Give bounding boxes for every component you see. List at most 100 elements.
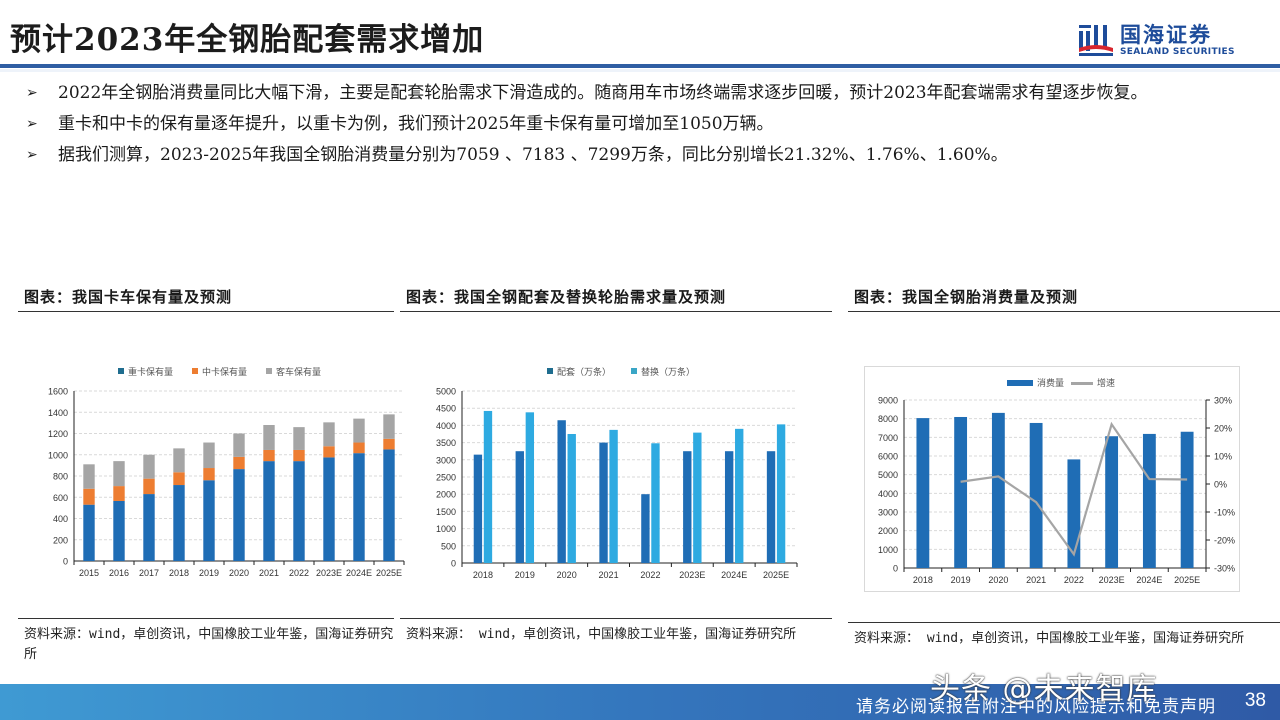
chart-panel-tire-consumption: 图表：我国全钢胎消费量及预测 [848,282,1280,312]
svg-text:2022: 2022 [640,570,660,580]
svg-text:2021: 2021 [259,568,279,578]
bullet-item: ➢ 2022年全钢胎消费量同比大幅下滑，主要是配套轮胎需求下滑造成的。随商用车市… [26,78,1256,109]
svg-text:3500: 3500 [436,438,456,448]
svg-text:4000: 4000 [878,489,898,499]
svg-text:2024E: 2024E [346,568,372,578]
page-title: 预计2023年全钢胎配套需求增加 [10,22,485,58]
svg-text:0: 0 [451,559,456,569]
sealand-logo-icon [1078,22,1114,58]
arrow-bullet-icon: ➢ [26,116,38,132]
svg-text:2500: 2500 [436,473,456,483]
svg-text:替换（万条）: 替换（万条） [641,366,695,377]
sealand-logo: 国海证券 SEALAND SECURITIES [1078,22,1235,58]
bar-line-chart-tire-consumption: 消费量 增速 0 1000 2000 3000 4000 5000 6000 7000 8000 90… [864,366,1240,592]
svg-text:1000: 1000 [48,450,68,460]
svg-text:2019: 2019 [199,568,219,578]
svg-text:2021: 2021 [1026,575,1046,585]
bullet-text: 重卡和中卡的保有量逐年提升，以重卡为例，我们预计2025年重卡保有量可增加至10… [58,114,774,134]
chart-source: 资料来源： wind，卓创资讯，中国橡胶工业年鉴，国海证券研究所 [848,622,1280,649]
svg-text:5000: 5000 [436,387,456,397]
svg-text:2022: 2022 [289,568,309,578]
svg-text:2000: 2000 [436,490,456,500]
svg-text:1200: 1200 [48,429,68,439]
svg-text:2020: 2020 [229,568,249,578]
svg-text:2025E: 2025E [376,568,402,578]
svg-text:2018: 2018 [913,575,933,585]
svg-text:2020: 2020 [557,570,577,580]
svg-text:9000: 9000 [878,396,898,406]
svg-text:消费量: 消费量 [1037,377,1064,388]
svg-text:1400: 1400 [48,408,68,418]
svg-text:-30%: -30% [1214,564,1235,574]
svg-text:2018: 2018 [473,570,493,580]
svg-text:2021: 2021 [599,570,619,580]
svg-text:3000: 3000 [878,508,898,518]
logo-en-text: SEALAND SECURITIES [1120,47,1235,57]
bullet-item: ➢ 重卡和中卡的保有量逐年提升，以重卡为例，我们预计2025年重卡保有量可增加至… [26,109,1256,140]
chart-panel-tire-demand: 图表：我国全钢配套及替换轮胎需求量及预测 [400,282,832,312]
svg-text:0%: 0% [1214,480,1227,490]
bullet-text: 2022年全钢胎消费量同比大幅下滑，主要是配套轮胎需求下滑造成的。随商用车市场终… [58,83,1148,103]
svg-text:3000: 3000 [436,455,456,465]
chart-title: 图表：我国全钢胎消费量及预测 [848,282,1280,312]
svg-text:4500: 4500 [436,404,456,414]
bullet-list: ➢ 2022年全钢胎消费量同比大幅下滑，主要是配套轮胎需求下滑造成的。随商用车市… [26,78,1256,171]
svg-text:2024E: 2024E [1136,575,1162,585]
grouped-bar-chart-tire-demand: 配套（万条） 替换（万条） 0 500 1000 1500 2000 2500 3000 3500… [436,366,798,580]
svg-text:2017: 2017 [139,568,159,578]
svg-text:2022: 2022 [1064,575,1084,585]
arrow-bullet-icon: ➢ [26,147,38,163]
svg-text:400: 400 [53,514,68,524]
svg-text:1500: 1500 [436,507,456,517]
chart-title: 图表：我国全钢配套及替换轮胎需求量及预测 [400,282,832,312]
bullet-text: 据我们测算，2023-2025年我国全钢胎消费量分别为7059 、7183 、7… [58,145,1008,165]
svg-text:600: 600 [53,493,68,503]
page-number: 38 [1244,690,1266,711]
svg-text:30%: 30% [1214,396,1232,406]
svg-text:1000: 1000 [878,545,898,555]
logo-cn-text: 国海证券 [1120,23,1212,47]
svg-text:配套（万条）: 配套（万条） [557,366,611,377]
svg-text:2016: 2016 [109,568,129,578]
svg-text:2019: 2019 [951,575,971,585]
svg-text:20%: 20% [1214,424,1232,434]
svg-text:10%: 10% [1214,452,1232,462]
chart-source: 资料来源： wind，卓创资讯，中国橡胶工业年鉴，国海证券研究所 [400,618,832,645]
svg-text:2023E: 2023E [1099,575,1125,585]
svg-text:客车保有量: 客车保有量 [276,366,321,377]
svg-text:2025E: 2025E [763,570,789,580]
svg-text:4000: 4000 [436,421,456,431]
svg-text:增速: 增速 [1097,377,1115,388]
svg-text:0: 0 [893,564,898,574]
chart-panel-truck-stock: 图表：我国卡车保有量及预测 [18,282,394,312]
svg-text:1600: 1600 [48,387,68,397]
svg-text:5000: 5000 [878,470,898,480]
chart-source: 资料来源：wind，卓创资讯，中国橡胶工业年鉴，国海证券研究所 [18,618,394,665]
svg-text:0: 0 [63,557,68,567]
chart-title: 图表：我国卡车保有量及预测 [18,282,394,312]
svg-text:800: 800 [53,472,68,482]
svg-text:重卡保有量: 重卡保有量 [128,366,173,377]
svg-text:中卡保有量: 中卡保有量 [202,366,247,377]
svg-text:500: 500 [441,541,456,551]
svg-text:2000: 2000 [878,526,898,536]
disclaimer-note: 请务必阅读报告附注中的风险提示和免责声明 [856,697,1216,717]
svg-text:-10%: -10% [1214,508,1235,518]
svg-text:2020: 2020 [988,575,1008,585]
svg-text:200: 200 [53,535,68,545]
svg-text:2024E: 2024E [721,570,747,580]
footer-bar: 请务必阅读报告附注中的风险提示和免责声明 38 [0,684,1280,720]
arrow-bullet-icon: ➢ [26,85,38,101]
svg-text:2018: 2018 [169,568,189,578]
watermark: 头条 @未来智库 [930,672,1158,707]
svg-text:7000: 7000 [878,433,898,443]
svg-text:2019: 2019 [515,570,535,580]
title-divider-shadow [0,69,1280,72]
bullet-item: ➢ 据我们测算，2023-2025年我国全钢胎消费量分别为7059 、7183 … [26,140,1256,171]
svg-text:8000: 8000 [878,414,898,424]
svg-text:-20%: -20% [1214,536,1235,546]
svg-text:2025E: 2025E [1174,575,1200,585]
stacked-bar-chart-truck-stock: 重卡保有量 中卡保有量 客车保有量 0 200 400 600 800 1000 1200 1400… [48,366,405,578]
svg-text:2023E: 2023E [679,570,705,580]
title-divider [0,64,1280,68]
